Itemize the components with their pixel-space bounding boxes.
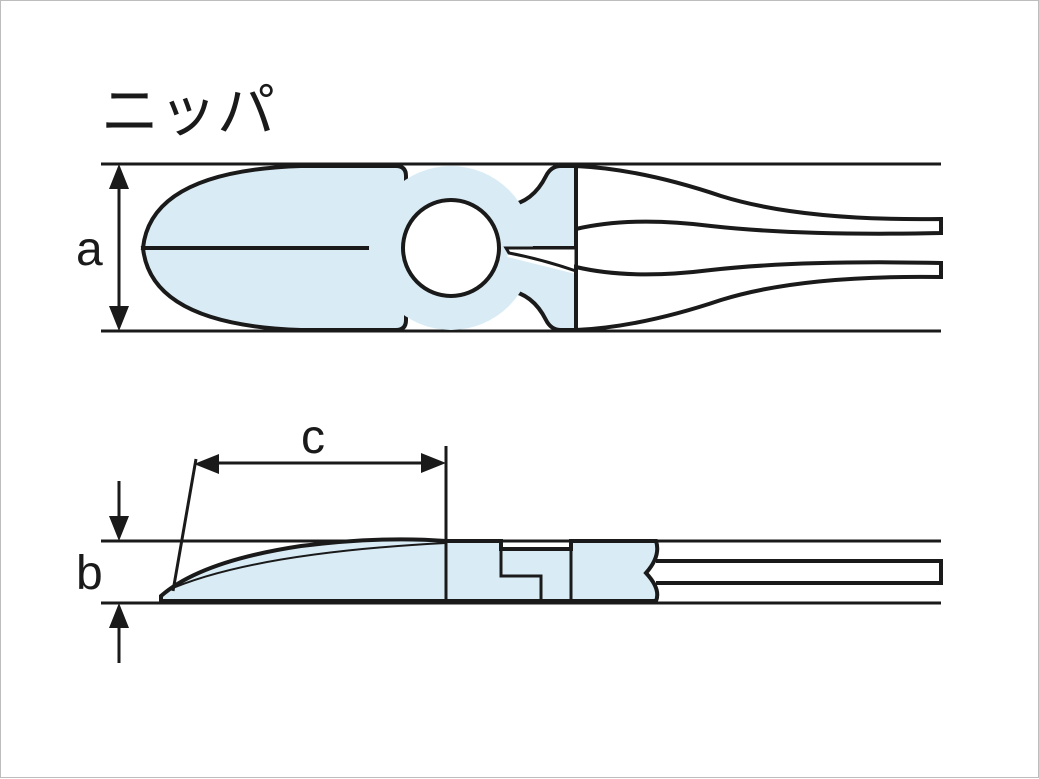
handle-lower (576, 262, 941, 330)
dim-b-label: b (76, 547, 103, 600)
dim-a: a (76, 164, 129, 331)
diagram-title: ニッパ (101, 79, 275, 144)
dim-b: b (76, 481, 129, 663)
diagram-svg: ニッパ a (1, 1, 1039, 779)
side-handle (656, 561, 941, 583)
diagram-canvas: ニッパ a (0, 0, 1039, 778)
dim-c-label: c (301, 411, 325, 464)
top-view: a (76, 164, 941, 331)
pivot-ring (403, 200, 499, 296)
handle-upper (576, 166, 941, 234)
dim-a-label: a (76, 223, 103, 276)
side-body (161, 539, 657, 601)
side-view: b c (76, 411, 941, 663)
